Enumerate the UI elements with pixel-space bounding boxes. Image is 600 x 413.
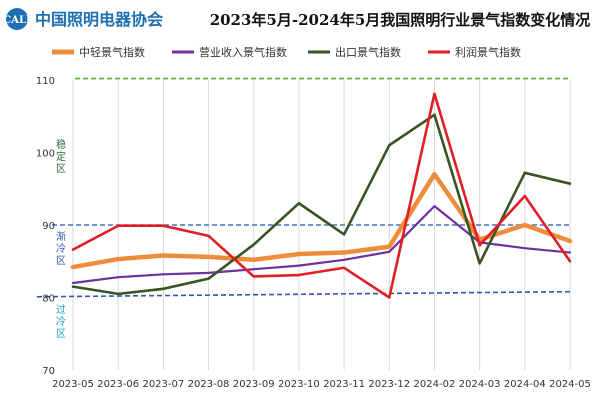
x-tick-label: 2024-04 bbox=[504, 379, 546, 390]
x-tick-label: 2023-05 bbox=[52, 379, 94, 390]
y-tick-label: 110 bbox=[36, 76, 55, 87]
x-tick-label: 2024-02 bbox=[414, 379, 456, 390]
series-line-3 bbox=[71, 113, 572, 296]
zone-label-overcool: 区 bbox=[56, 328, 66, 340]
y-axis: 70 80 90 100 110 bbox=[36, 76, 55, 377]
x-tick-label: 2023-10 bbox=[278, 379, 320, 390]
x-tick-label: 2023-09 bbox=[233, 379, 275, 390]
y-tick-label: 100 bbox=[36, 149, 55, 160]
logo-mark: CALI bbox=[3, 15, 31, 26]
legend-label: 营业收入景气指数 bbox=[199, 45, 287, 59]
legend-label: 中轻景气指数 bbox=[79, 45, 145, 59]
x-tick-label: 2023-12 bbox=[368, 379, 410, 390]
x-tick-label: 2023-08 bbox=[188, 379, 230, 390]
x-tick-label: 2024-05 bbox=[549, 379, 591, 390]
zone-label-stable: 稳 bbox=[56, 138, 66, 151]
zone-label-overcool: 过 bbox=[56, 303, 66, 316]
x-tick-label: 2023-11 bbox=[323, 379, 365, 390]
y-tick-label: 70 bbox=[42, 366, 55, 377]
zone-label-gradual: 区 bbox=[56, 255, 66, 267]
logo-name: 中国照明电器协会 bbox=[35, 10, 163, 29]
legend-label: 利润景气指数 bbox=[455, 45, 521, 59]
zone-label-stable: 定 bbox=[56, 150, 66, 163]
x-axis: 2023-05 2023-06 2023-07 2023-08 2023-09 2023-… bbox=[52, 379, 591, 390]
y-tick-label: 80 bbox=[42, 294, 55, 305]
logo: CALI 中国照明电器协会 bbox=[3, 8, 163, 30]
series-line-4 bbox=[71, 92, 572, 299]
legend-label: 出口景气指数 bbox=[335, 45, 401, 59]
zone-label-gradual: 冷 bbox=[56, 242, 66, 255]
x-tick-label: 2024-03 bbox=[459, 379, 501, 390]
x-tick-label: 2023-06 bbox=[97, 379, 139, 390]
y-tick-label: 90 bbox=[42, 221, 55, 232]
zone-label-gradual: 渐 bbox=[56, 230, 66, 243]
zone-label-overcool: 冷 bbox=[56, 315, 66, 328]
zone-label-stable: 区 bbox=[56, 163, 66, 175]
chart-title: 2023年5月-2024年5月我国照明行业景气指数变化情况 bbox=[210, 11, 591, 29]
series-lines bbox=[70, 92, 573, 299]
logo-mark-icon bbox=[6, 8, 28, 30]
reference-lines bbox=[36, 77, 571, 298]
legend: 中轻景气指数 营业收入景气指数 出口景气指数 利润景气指数 bbox=[52, 45, 521, 59]
x-tick-label: 2023-07 bbox=[142, 379, 184, 390]
series-line-1 bbox=[70, 172, 573, 270]
series-line-2 bbox=[71, 205, 572, 285]
reference-line-overcool bbox=[36, 290, 571, 298]
